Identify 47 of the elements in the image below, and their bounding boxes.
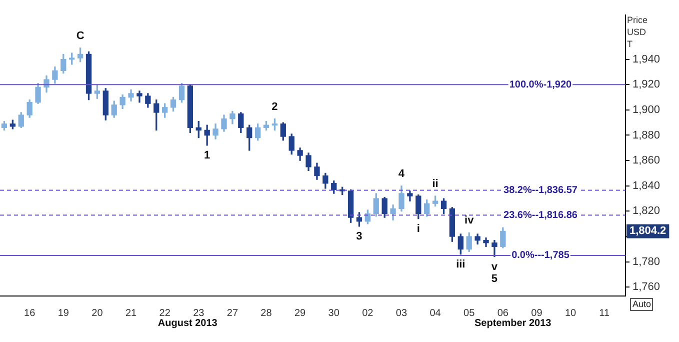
y-tick-label: 1,880 [632,129,660,142]
y-tick-label: 1,940 [632,53,660,66]
x-tick-label: 28 [260,308,272,319]
y-axis-title: Price USD T [627,14,649,50]
y-tick-label: 1,780 [632,256,660,268]
x-tick-label: 29 [294,308,306,319]
annotation: 5 [491,272,498,285]
x-tick-label: 23 [193,308,205,319]
x-tick-label: 09 [531,308,543,319]
annotation: 38.2%--1,836.57 [503,184,578,196]
x-tick-label: 11 [599,308,610,319]
x-tick-label: 10 [564,308,577,319]
x-tick-label: 27 [226,308,238,319]
x-tick-label: 30 [328,308,340,319]
y-tick-label: 1,820 [632,205,660,218]
annotation: i [416,222,420,235]
y-tick-label: 1,860 [632,154,660,167]
x-tick-label: 03 [396,308,408,319]
annotation: ii [432,178,438,190]
annotation: 1,804.2 [629,225,666,238]
y-tick-label: 1,840 [632,180,660,192]
text: September 2013 [474,318,552,329]
x-tick-label: 05 [464,308,476,319]
y-tick-label: 1,760 [632,281,660,294]
text: August 2013 [158,318,218,329]
x-tick-label: 19 [58,308,70,319]
annotation: C [76,30,84,42]
annotation: iv [464,214,475,227]
text: Auto [630,298,653,311]
annotation: 0.0%---1,785 [512,250,570,262]
y-tick-label: 1,900 [632,104,660,116]
annotation: 3 [356,230,362,242]
x-tick-label: 22 [159,308,171,319]
annotation: 4 [398,168,406,180]
x-tick-label: 16 [24,308,36,319]
y-tick-label: 1,920 [632,78,660,91]
x-tick-label: 21 [125,308,138,319]
annotation: 1 [204,149,210,162]
x-tick-label: 02 [362,308,374,319]
annotation: 2 [272,100,278,113]
x-tick-label: 04 [430,308,442,319]
annotation: 100.0%-1,920 [509,79,572,90]
x-tick-label: 20 [92,308,104,319]
annotation: v [491,260,498,273]
annotation: 23.6%--1,816.86 [503,210,578,221]
x-tick-label: 06 [497,308,509,319]
annotation: iii [456,258,466,270]
